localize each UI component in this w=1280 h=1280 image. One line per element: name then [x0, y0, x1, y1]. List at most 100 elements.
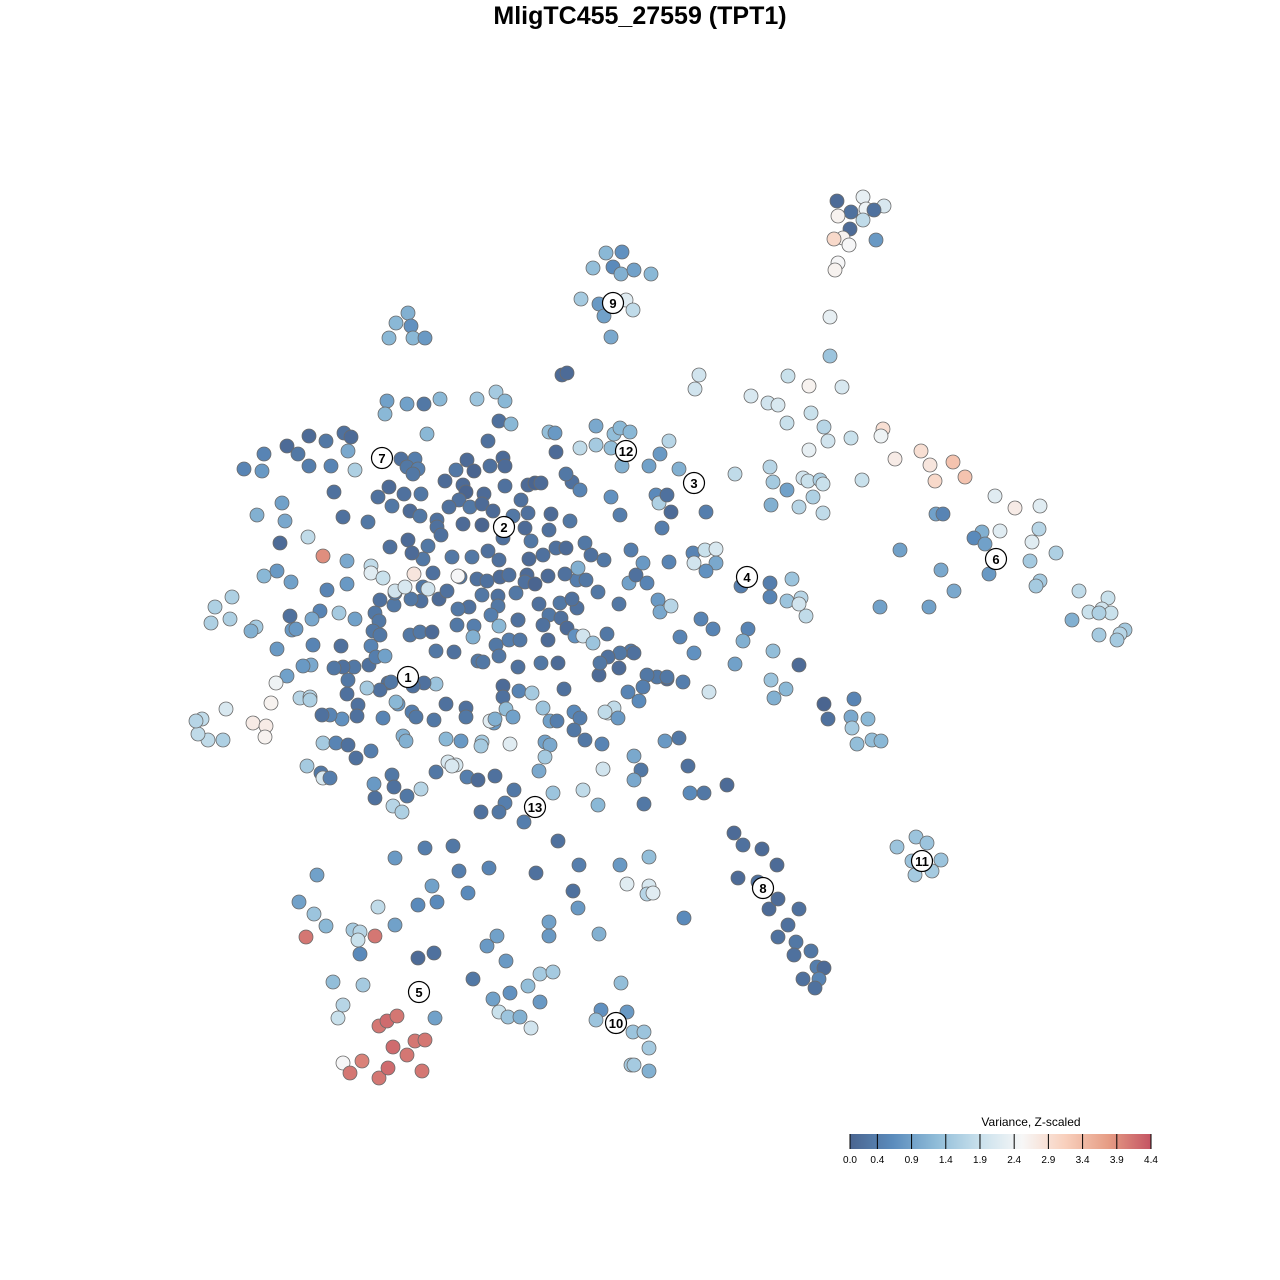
data-point — [277, 513, 293, 529]
data-point — [473, 738, 489, 754]
data-point — [635, 555, 651, 571]
data-point — [803, 943, 819, 959]
data-point — [830, 208, 846, 224]
data-point — [675, 674, 691, 690]
data-point — [263, 695, 279, 711]
data-point — [532, 966, 548, 982]
data-point — [672, 629, 688, 645]
legend-tick-label: 3.4 — [1076, 1155, 1090, 1166]
data-point — [987, 488, 1003, 504]
data-point — [762, 575, 778, 591]
data-point — [558, 466, 574, 482]
data-point — [417, 840, 433, 856]
data-point — [761, 901, 777, 917]
data-point — [224, 589, 240, 605]
data-point — [528, 865, 544, 881]
data-point — [643, 266, 659, 282]
data-point — [386, 779, 402, 795]
data-point — [532, 994, 548, 1010]
data-point — [512, 1009, 528, 1025]
data-point — [279, 438, 295, 454]
data-point — [575, 782, 591, 798]
data-point — [585, 635, 601, 651]
data-point — [572, 710, 588, 726]
data-point — [474, 496, 490, 512]
data-point — [343, 429, 359, 445]
data-point — [503, 416, 519, 432]
data-point — [408, 709, 424, 725]
data-point — [807, 980, 823, 996]
data-point — [641, 849, 657, 865]
data-point — [705, 621, 721, 637]
data-point — [425, 565, 441, 581]
data-point — [816, 419, 832, 435]
data-point — [527, 576, 543, 592]
data-point — [1032, 498, 1048, 514]
data-point — [491, 804, 507, 820]
cluster-label-5: 5 — [407, 980, 431, 1004]
cluster-label-1: 1 — [396, 665, 420, 689]
data-point — [513, 492, 529, 508]
data-point — [453, 733, 469, 749]
data-point — [533, 655, 549, 671]
data-point — [834, 379, 850, 395]
data-point — [540, 568, 556, 584]
data-point — [743, 388, 759, 404]
data-point — [465, 971, 481, 987]
data-point — [780, 917, 796, 933]
data-point — [347, 462, 363, 478]
data-point — [370, 489, 386, 505]
data-point — [564, 591, 580, 607]
data-point — [588, 1012, 604, 1028]
data-point — [416, 396, 432, 412]
data-point — [283, 574, 299, 590]
data-point — [272, 535, 288, 551]
data-point — [591, 926, 607, 942]
data-point — [339, 576, 355, 592]
cluster-marker — [735, 565, 759, 589]
data-point — [394, 804, 410, 820]
data-point — [841, 237, 857, 253]
data-point — [686, 555, 702, 571]
data-point — [1091, 627, 1107, 643]
data-point — [735, 837, 751, 853]
data-point — [588, 418, 604, 434]
data-point — [300, 529, 316, 545]
data-point — [541, 914, 557, 930]
data-point — [661, 433, 677, 449]
data-point — [613, 266, 629, 282]
data-point — [291, 894, 307, 910]
data-point — [570, 560, 586, 576]
data-point — [849, 736, 865, 752]
data-point — [298, 929, 314, 945]
data-point — [397, 579, 413, 595]
data-point — [360, 514, 376, 530]
data-point — [491, 552, 507, 568]
data-point — [444, 758, 460, 774]
data-point — [1031, 521, 1047, 537]
data-point — [218, 701, 234, 717]
data-point — [510, 612, 526, 628]
data-point — [590, 797, 606, 813]
data-point — [583, 547, 599, 563]
data-point — [497, 458, 513, 474]
data-point — [483, 607, 499, 623]
cluster-marker — [407, 980, 431, 1004]
cluster-label-8: 8 — [751, 876, 775, 900]
data-point — [686, 645, 702, 661]
data-point — [372, 627, 388, 643]
data-point — [570, 900, 586, 916]
data-point — [727, 656, 743, 672]
data-point — [449, 617, 465, 633]
data-point — [429, 894, 445, 910]
data-point — [795, 971, 811, 987]
data-point — [770, 397, 786, 413]
data-point — [268, 675, 284, 691]
data-point — [410, 897, 426, 913]
data-point — [788, 934, 804, 950]
data-point — [779, 482, 795, 498]
data-point — [319, 582, 335, 598]
cluster-label-11: 11 — [910, 849, 934, 873]
data-point — [1071, 583, 1087, 599]
